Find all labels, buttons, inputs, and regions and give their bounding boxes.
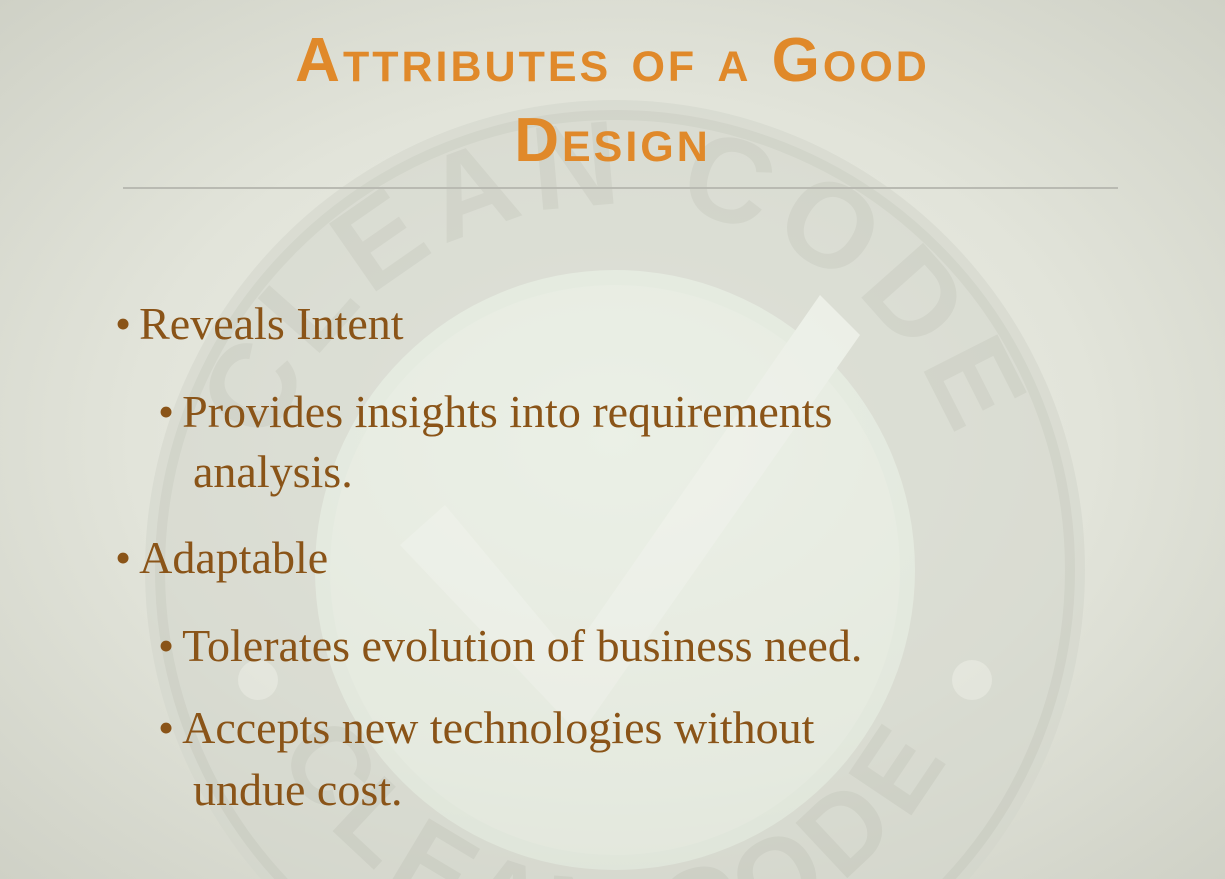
sub-bullet-text: Provides insights into requirements — [182, 386, 833, 437]
clean-code-seal-watermark: CLEAN CODE CLEAN CODE — [145, 95, 1085, 879]
bullet-text: Reveals Intent — [139, 298, 404, 349]
seal-dot-left — [238, 660, 278, 700]
bullet-dot-icon: • — [115, 298, 132, 349]
sub-bullet-text: undue cost. — [193, 764, 403, 815]
checkmark-icon — [400, 295, 860, 735]
slide-title-line-2: Design — [514, 106, 711, 175]
seal-dot-right — [952, 660, 992, 700]
bullet-dot-icon: • — [158, 702, 175, 753]
sub-bullet-text: analysis. — [193, 446, 353, 497]
title-divider — [123, 187, 1118, 189]
bullet-reveals-intent: • Reveals Intent — [115, 296, 404, 352]
sub-bullet-provides-insights: • Provides insights into requirements — [158, 384, 832, 440]
bullet-dot-icon: • — [158, 620, 175, 671]
bullet-dot-icon: • — [158, 386, 175, 437]
sub-bullet-continuation: analysis. — [193, 444, 353, 500]
sub-bullet-continuation: undue cost. — [193, 762, 403, 818]
slide-title-line-1: Attributes of a Good — [295, 26, 930, 95]
sub-bullet-text: Tolerates evolution of business need. — [182, 620, 863, 671]
sub-bullet-accepts-technologies: • Accepts new technologies without — [158, 700, 814, 756]
bullet-dot-icon: • — [115, 532, 132, 583]
bullet-text: Adaptable — [139, 532, 329, 583]
sub-bullet-text: Accepts new technologies without — [182, 702, 815, 753]
bullet-adaptable: • Adaptable — [115, 530, 328, 586]
sub-bullet-tolerates-evolution: • Tolerates evolution of business need. — [158, 618, 862, 674]
